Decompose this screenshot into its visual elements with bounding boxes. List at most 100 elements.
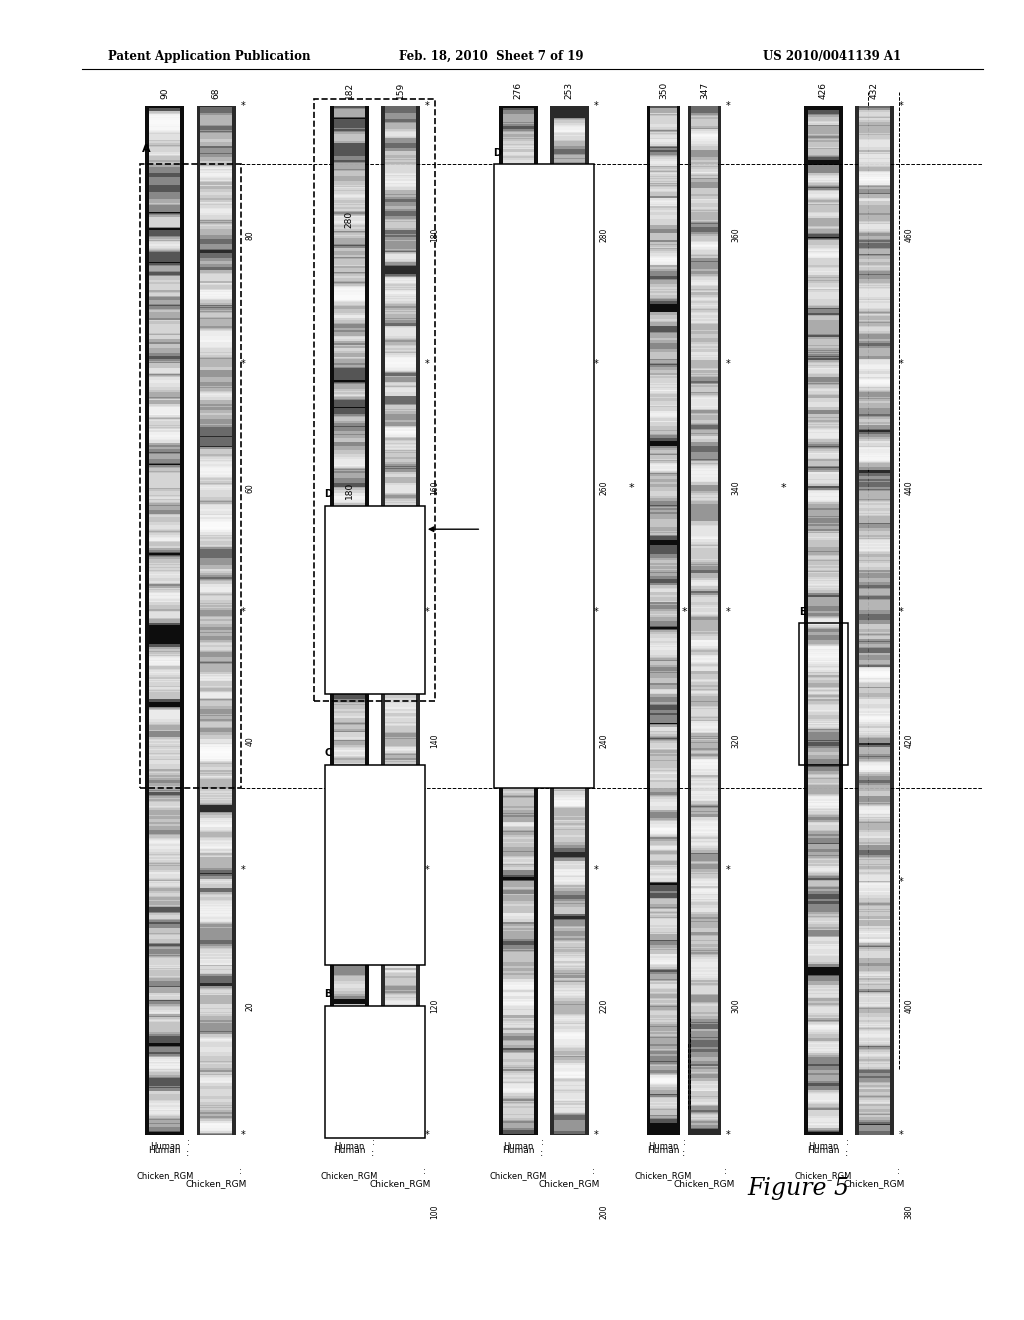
Bar [385, 176, 416, 183]
Bar [334, 816, 365, 824]
Bar [554, 688, 585, 702]
Text: C: C [325, 748, 332, 758]
Bar [808, 367, 839, 376]
Bar [385, 789, 416, 804]
Bar [385, 1085, 416, 1097]
Bar [385, 634, 416, 645]
Bar [859, 363, 890, 370]
Bar [554, 787, 585, 800]
Bar [150, 436, 180, 444]
Bar [334, 892, 365, 898]
Bar [150, 1061, 180, 1071]
Bar [859, 576, 890, 585]
Bar [150, 177, 180, 185]
Bar [859, 824, 890, 837]
Bar [808, 251, 839, 257]
Bar [808, 397, 839, 407]
Bar [334, 296, 365, 306]
Bar [859, 455, 890, 470]
Bar [808, 999, 839, 1014]
Bar [808, 916, 839, 927]
Bar [150, 276, 180, 281]
Bar [554, 862, 585, 875]
Bar [150, 755, 180, 766]
Bar [554, 265, 585, 277]
Bar [201, 912, 231, 927]
Bar [503, 1010, 534, 1019]
Bar [385, 582, 416, 591]
Bar [503, 408, 534, 421]
Bar [859, 727, 890, 738]
Bar [150, 114, 180, 123]
Bar [503, 247, 534, 261]
Bar [150, 177, 180, 183]
Bar [201, 484, 231, 492]
Bar [503, 599, 534, 606]
Bar [201, 791, 231, 799]
Bar [503, 1073, 534, 1085]
Bar [503, 247, 534, 260]
Bar [554, 663, 585, 672]
Bar [503, 952, 534, 968]
Bar [554, 726, 585, 735]
Bar [691, 195, 718, 209]
Bar [334, 541, 365, 553]
Bar [334, 917, 365, 931]
Bar [554, 978, 585, 990]
Bar [503, 738, 534, 751]
Bar [808, 944, 839, 957]
Bar [150, 834, 180, 845]
Bar [650, 131, 677, 147]
Bar [554, 482, 585, 490]
Bar [201, 521, 231, 532]
Bar [334, 931, 365, 945]
Bar [150, 954, 180, 966]
Bar [554, 741, 585, 755]
Bar [691, 477, 718, 484]
Bar [503, 366, 534, 379]
Bar [691, 244, 718, 257]
Bar [201, 834, 231, 842]
Bar [334, 830, 365, 838]
Bar [201, 879, 231, 888]
Bar [334, 106, 365, 117]
Bar [201, 690, 231, 698]
Bar [691, 787, 718, 801]
Bar [385, 569, 416, 576]
Bar [650, 338, 677, 347]
Text: *: * [681, 607, 687, 616]
Bar [201, 148, 231, 153]
Bar [201, 717, 231, 729]
Bar [201, 748, 231, 759]
Bar [334, 1092, 365, 1105]
Bar [385, 795, 416, 803]
Bar [334, 760, 365, 774]
Bar [691, 240, 718, 253]
Bar [859, 457, 890, 470]
Bar [691, 708, 718, 717]
Bar [554, 267, 585, 277]
Bar [554, 376, 585, 384]
Bar [808, 177, 839, 186]
Bar [859, 301, 890, 315]
Bar [554, 653, 585, 663]
Bar [503, 148, 534, 156]
Bar [691, 528, 718, 540]
Bar [330, 506, 369, 694]
Bar [554, 632, 585, 647]
Bar [554, 619, 585, 624]
Bar [859, 660, 890, 665]
Bar [150, 486, 180, 495]
Bar [650, 107, 677, 114]
Bar [554, 395, 585, 401]
Bar [650, 557, 677, 570]
Bar [201, 536, 231, 545]
Bar [808, 240, 839, 251]
Bar [150, 465, 180, 479]
Bar [650, 156, 677, 172]
Bar [650, 855, 677, 866]
Bar [859, 870, 890, 875]
Bar [859, 400, 890, 408]
Bar [385, 620, 416, 630]
Text: 340: 340 [731, 480, 740, 495]
